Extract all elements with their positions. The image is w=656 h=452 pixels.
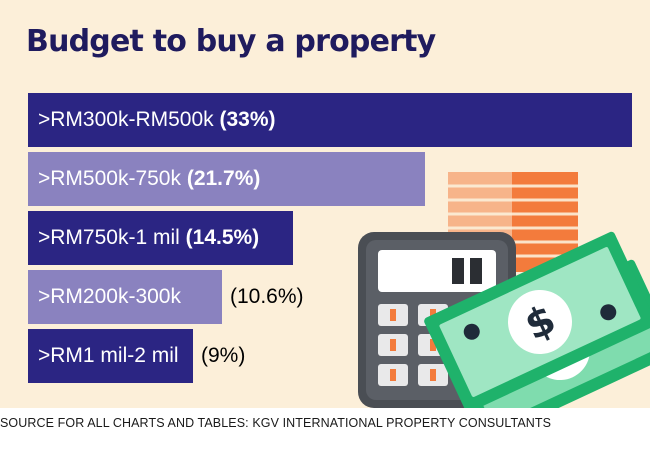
data-label: (21.7%): [186, 167, 261, 190]
banknote-icon: $: [424, 231, 650, 408]
bar: >RM750k-1 mil (14.5%): [28, 211, 293, 265]
data-label: (33%): [219, 108, 276, 131]
bar-label: >RM750k-1 mil (14.5%): [38, 226, 259, 250]
category-label: >RM300k-RM500k: [38, 108, 220, 131]
bar: >RM300k-RM500k (33%): [28, 93, 632, 147]
bar: >RM500k-750k (21.7%): [28, 152, 425, 206]
bar-group: >RM300k-RM500k (33%) >RM500k-750k (21.7%)…: [28, 93, 632, 383]
bar: >RM1 mil-2 mil (9%): [28, 329, 245, 383]
bar: >RM200k-300k (10.6%): [28, 270, 304, 324]
bar-label: >RM200k-300k: [38, 285, 181, 309]
data-label: (14.5%): [185, 226, 260, 249]
category-label: >RM500k-750k: [38, 167, 187, 190]
bar-label: >RM300k-RM500k (33%): [38, 108, 276, 132]
bar-label: >RM500k-750k (21.7%): [38, 167, 260, 191]
illustration: $: [358, 172, 650, 408]
category-label: >RM1 mil-2 mil: [38, 344, 179, 367]
category-label: >RM200k-300k: [38, 285, 181, 308]
data-label: (9%): [201, 344, 246, 367]
chart-panel: Budget to buy a property: [0, 0, 654, 408]
source-note: SOURCE FOR ALL CHARTS AND TABLES: KGV IN…: [0, 416, 552, 430]
chart-title: Budget to buy a property: [26, 24, 436, 59]
data-label: (10.6%): [230, 285, 304, 308]
category-label: >RM750k-1 mil: [38, 226, 186, 249]
bar-label: >RM1 mil-2 mil: [38, 344, 179, 368]
